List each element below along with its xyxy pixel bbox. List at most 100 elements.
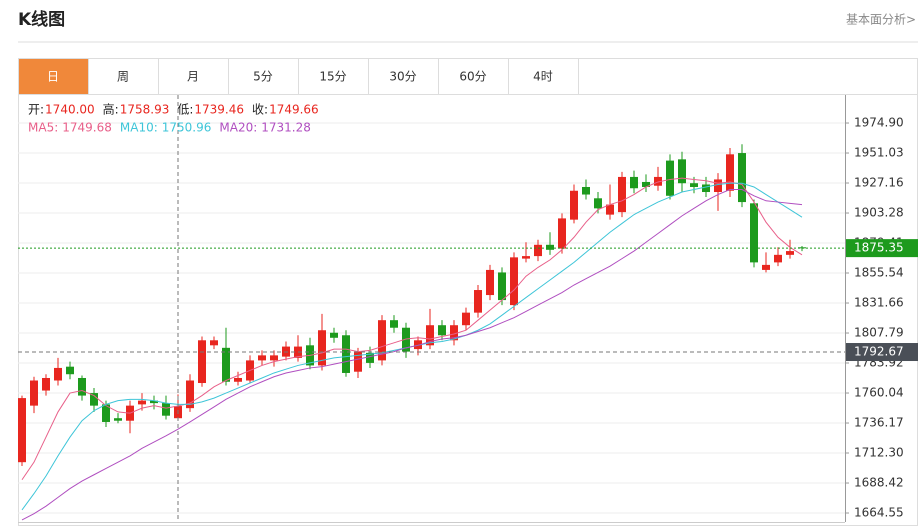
readout-value: 1758.93: [120, 103, 170, 117]
candle-body: [150, 400, 158, 404]
candle-body: [666, 160, 674, 196]
candle-body: [414, 340, 422, 350]
candle-body: [570, 190, 578, 220]
tab-label[interactable]: 60分: [459, 70, 486, 84]
tab[interactable]: [298, 58, 369, 95]
candle-body: [438, 325, 446, 336]
candle-body: [114, 418, 122, 421]
candle-body: [618, 176, 626, 213]
candle-body: [402, 327, 410, 352]
readout-value: 1749.66: [269, 103, 319, 117]
candle-body: [54, 367, 62, 381]
candle-body: [750, 203, 758, 263]
y-tick-label: 1807.79: [854, 326, 904, 340]
candle-body: [726, 154, 734, 191]
candle-body: [234, 377, 242, 382]
candle-body: [210, 340, 218, 346]
candle-body: [774, 254, 782, 263]
candle-body: [258, 355, 266, 361]
candle-body: [102, 404, 110, 422]
candle-body: [606, 204, 614, 215]
tab[interactable]: [228, 58, 299, 95]
candle-body: [18, 398, 26, 463]
crosshair-price-label: 1792.67: [854, 345, 904, 359]
candle-body: [450, 325, 458, 341]
candle-body: [426, 325, 434, 346]
readout-label: 低:: [177, 103, 193, 117]
candle-body: [498, 272, 506, 301]
fundamental-link[interactable]: 基本面分析>: [846, 13, 916, 27]
candle-body: [522, 256, 530, 259]
candle-body: [90, 393, 98, 406]
candle-body: [462, 312, 470, 326]
candle-body: [222, 347, 230, 382]
candle-body: [30, 380, 38, 406]
tab[interactable]: [508, 58, 579, 95]
tab-label[interactable]: 周: [117, 70, 129, 84]
candle-body: [474, 290, 482, 313]
readout-value: 1740.00: [45, 103, 95, 117]
tab-label[interactable]: 15分: [319, 70, 346, 84]
y-tick-label: 1831.66: [854, 296, 904, 310]
tab[interactable]: [368, 58, 439, 95]
ma-line: [21, 177, 803, 481]
candle-body: [318, 330, 326, 366]
tab-label[interactable]: 月: [187, 70, 199, 84]
ma-readout-label: MA10:: [120, 121, 158, 135]
y-tick-label: 1712.30: [854, 446, 904, 460]
candle-body: [738, 153, 746, 203]
candle-body: [366, 352, 374, 363]
candle-body: [378, 320, 386, 361]
last-price-tag: [846, 239, 918, 258]
tab[interactable]: [158, 58, 229, 95]
candle-body: [390, 320, 398, 328]
y-tick-label: 1951.03: [854, 146, 904, 160]
tab-label[interactable]: 4时: [533, 70, 553, 84]
last-price-label: 1875.35: [854, 241, 904, 255]
y-tick-label: 1903.28: [854, 206, 904, 220]
tab-label[interactable]: 5分: [253, 70, 273, 84]
candle-body: [582, 186, 590, 195]
candle-body: [678, 159, 686, 184]
candle-body: [786, 251, 794, 255]
crosshair-price-tag: [846, 343, 918, 362]
ma-line: [21, 188, 803, 521]
y-tick-label: 1688.42: [854, 476, 904, 490]
candle-body: [354, 351, 362, 372]
candle-body: [66, 366, 74, 375]
readout-label: 高:: [103, 102, 119, 117]
tab-label[interactable]: 日: [47, 70, 59, 84]
candle-body: [546, 244, 554, 250]
candle-body: [630, 176, 638, 189]
candle-body: [330, 332, 338, 338]
candle-body: [510, 257, 518, 306]
candle-body: [714, 179, 722, 193]
y-tick-label: 1664.55: [854, 506, 904, 520]
candle-body: [642, 181, 650, 187]
candle-body: [162, 403, 170, 416]
ma-readout-value: 1749.68: [62, 121, 112, 135]
candle-body: [558, 218, 566, 249]
tab[interactable]: [18, 58, 89, 95]
ma-readout-label: MA20:: [219, 121, 257, 135]
readout-label: 收:: [252, 103, 268, 117]
y-tick-label: 1760.04: [854, 386, 904, 400]
tab-label[interactable]: 30分: [389, 70, 416, 84]
candle-body: [198, 340, 206, 384]
y-tick-label: 1927.16: [854, 176, 904, 190]
candle-body: [42, 377, 50, 391]
candle-body: [594, 198, 602, 209]
readout-value: 1739.46: [194, 103, 244, 117]
candle-body: [702, 184, 710, 193]
widget-title: K线图: [18, 9, 65, 30]
y-tick-label: 1974.90: [854, 116, 904, 130]
y-tick-label: 1736.17: [854, 416, 904, 430]
tab[interactable]: [438, 58, 509, 95]
ma-readout-value: 1750.96: [162, 121, 212, 135]
candle-body: [270, 355, 278, 361]
candle-body: [138, 400, 146, 405]
candle-body: [186, 380, 194, 409]
candle-body: [654, 176, 662, 186]
candle-body: [534, 244, 542, 257]
